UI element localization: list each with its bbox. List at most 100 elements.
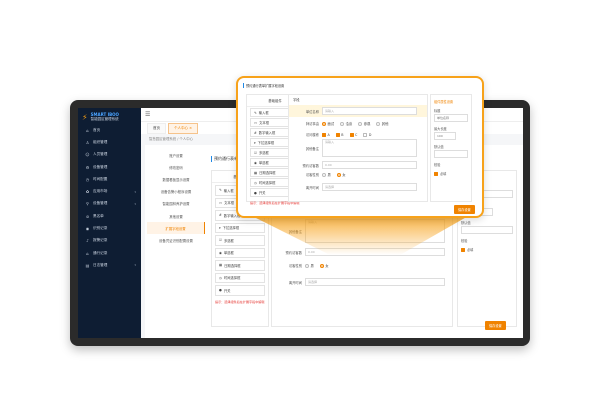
settings-menu-item[interactable]: 数据看板显示设置 [162,177,190,182]
clock-icon: ◷ [85,176,90,182]
field-label: 其他备注 [288,229,302,234]
sidebar-item-label: 时间配置 [93,176,108,181]
checkbox-option[interactable]: D [363,132,371,137]
settings-menu-item[interactable]: 设备告警小程序设置 [160,190,192,195]
radio-option[interactable]: 女 [319,263,329,268]
sidebar-item-label: 组织管理 [93,139,108,144]
radio-option[interactable]: 参观 [358,121,370,126]
palette-item-label: 时间选择框 [223,276,241,281]
sidebar-item[interactable]: ♪ 报警记录 [78,235,141,247]
radio-option[interactable]: 洽谈 [340,121,352,126]
checkbox-icon [349,132,354,137]
palette-item[interactable]: ◉ 单选框 [215,247,265,258]
count-input[interactable]: 0.00 [322,161,417,169]
max-length-input[interactable]: 100 [434,132,456,140]
option-label: 男 [310,264,314,268]
component-icon: ☑ [254,150,257,155]
palette-item[interactable]: ▦ 日期选择框 [215,260,265,271]
sidebar-item-label: 首页 [93,127,101,132]
checkbox-option[interactable]: C [349,132,357,137]
palette-hint: 提示：选择组件后在扩展字段中编辑 [250,201,300,205]
sidebar-item-label: 人员管理 [93,152,108,157]
sidebar-item[interactable]: ♙ 组织管理 [78,136,141,148]
palette-item-label: 日期选择框 [259,171,276,175]
unit-input[interactable]: 请输入 [322,107,417,115]
radio-option[interactable]: 面试 [322,121,334,126]
required-checkbox[interactable]: 必填 [461,247,513,252]
form-row-gender: 访客性别 男 女 [276,263,332,268]
sidebar-item[interactable]: ⊘ 黑名单 [78,210,141,222]
component-icon: ▭ [254,120,258,125]
remark-textarea[interactable]: 请输入 [322,139,417,157]
palette-item-label: 文本框 [259,121,270,125]
option-label: 其他 [381,122,389,126]
field-label: 拜访事由 [305,122,319,126]
field-label: 单位名称 [305,109,319,114]
option-label: B [341,132,344,137]
palette-item[interactable]: ☑ 多选框 [215,235,265,246]
palette-item[interactable]: ◷ 时间选择框 [215,272,265,283]
leave-input[interactable]: 请选择 [322,183,417,191]
save-button[interactable]: 保存设置 [485,321,506,330]
settings-menu-item[interactable]: 扩展字段设置 [147,222,205,235]
radio-option[interactable]: 男 [305,263,314,268]
component-icon: ☑ [219,238,222,243]
component-icon: ● [219,288,222,293]
sidebar-item-label: 识别记录 [93,226,108,231]
settings-menu-item[interactable]: 设备凭证识别配置设置 [159,238,193,243]
settings-menu-item[interactable]: 修改密码 [169,165,183,170]
palette-hint: 提示：选择组件后在扩展字段中编辑 [215,299,265,304]
default-value-input[interactable] [461,226,513,234]
title-input[interactable]: 单位名称 [434,114,468,122]
eye-icon: ◉ [85,226,90,232]
radio-option[interactable]: 男 [322,172,331,177]
settings-menu-item[interactable]: 智能园林养护设置 [162,202,190,207]
checkbox-option[interactable]: A [322,132,330,137]
option-label: 男 [327,173,331,177]
radio-option[interactable]: 其他 [376,121,388,126]
default-value-input[interactable] [434,150,468,158]
menu-icon[interactable]: ☰ [145,111,151,118]
count-input[interactable]: 0.00 [305,248,445,256]
prop-label: 校验 [461,239,468,243]
checkbox-icon [335,132,340,137]
radio-icon [376,121,381,126]
palette-item[interactable]: ▾ 下拉选择框 [215,222,265,233]
sidebar-item[interactable]: ☺ 人员管理 [78,149,141,161]
radio-option[interactable]: 女 [336,172,346,177]
chevron-down-icon: ▾ [134,263,136,268]
sidebar-item[interactable]: ⌂ 通行记录 [78,247,141,259]
settings-menu-item[interactable]: 账户设置 [169,153,183,158]
leave-input[interactable]: 请选择 [305,278,445,286]
gear-icon: ⚙ [85,164,90,170]
form-row-unit[interactable]: 单位名称 请输入 [289,105,427,117]
chevron-down-icon: ▾ [134,201,136,206]
palette-item-label: 时间选择框 [258,181,276,185]
required-checkbox[interactable]: 必填 [434,171,468,176]
component-icon: ◉ [219,250,222,255]
sidebar-item[interactable]: ⚲ 设备管理 ▾ [78,198,141,210]
remark-textarea[interactable]: 请输入 [305,219,445,243]
sidebar-item[interactable]: ▤ 日志管理 ▾ [78,259,141,271]
sidebar-item[interactable]: ◉ 识别记录 [78,222,141,234]
sidebar-item[interactable]: ◷ 时间配置 [78,173,141,185]
sidebar-item[interactable]: ⚙ 设备管理 [78,161,141,173]
sidebar-item[interactable]: ⌂ 首页 [78,124,141,136]
field-label: 访问楼栋 [305,133,319,137]
field-label: 预约访客数 [285,250,302,255]
tab-home[interactable]: 首页 [147,123,166,134]
settings-menu-item[interactable]: 其他设置 [169,214,183,219]
option-label: 参观 [363,122,371,126]
popup-save-button[interactable]: 保存设置 [454,205,475,214]
palette-item[interactable]: ● 开关 [215,285,265,296]
checkbox-option[interactable]: B [335,132,344,137]
props-tab[interactable]: 组件属性设置 [434,100,454,104]
tab-profile[interactable]: 个人中心 × [168,123,199,134]
sidebar-item[interactable]: ✿ 应用市场 ▾ [78,185,141,197]
option-label: 女 [342,173,346,177]
component-icon: ▭ [219,200,223,205]
component-icon: ◉ [254,160,257,165]
popup-form-canvas: 字段 单位名称 请输入 拜访事由 面试 洽谈 参观 其他 访问楼栋 A B C D 其他备注 请输入 预约访客… [288,94,428,202]
palette-item-label: 输入框 [258,111,269,115]
sidebar: ⚡ SMART IBOO 智能园区管理系统 ⌂ 首页 ♙ 组织管理 ☺ 人员管理 ⚙ 设备管理 ◷ 时… [78,108,141,338]
